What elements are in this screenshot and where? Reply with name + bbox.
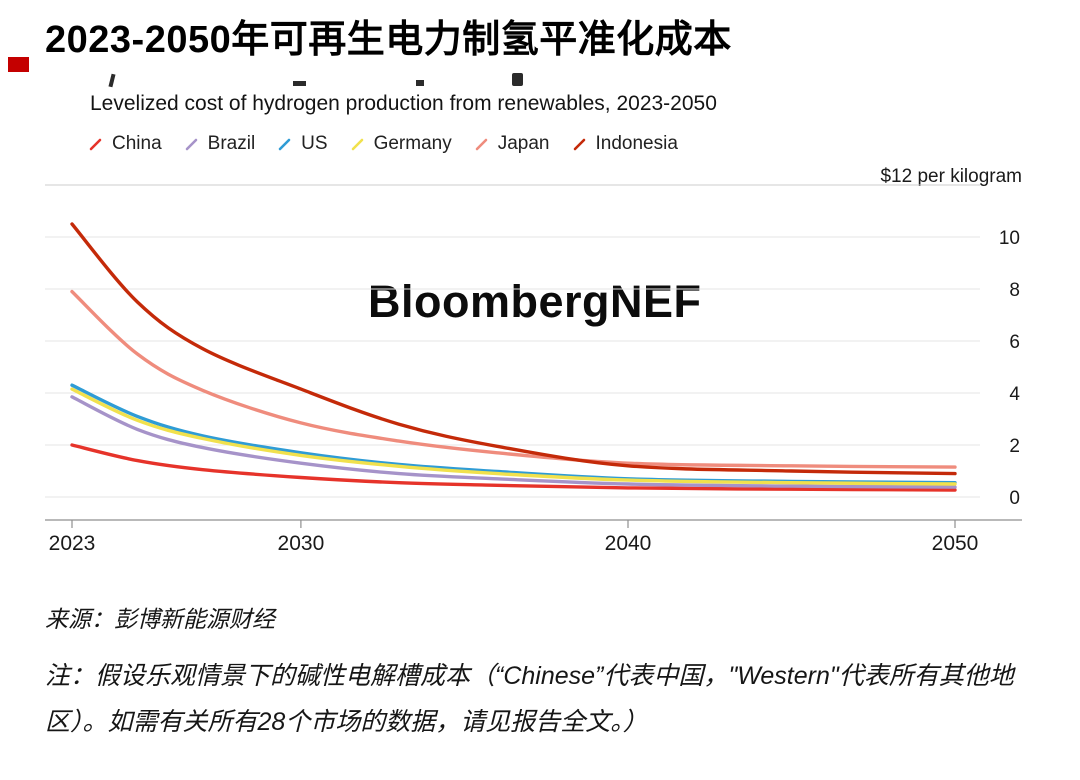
series-line-indonesia xyxy=(70,222,957,476)
legend-line-marker xyxy=(185,138,197,150)
crop-artifact xyxy=(293,81,306,86)
legend-line-marker xyxy=(573,138,585,150)
legend-line-marker xyxy=(89,138,102,150)
chart-legend: China Brazil US Germany Japan Indonesia xyxy=(88,133,678,155)
page-title: 2023-2050年可再生电力制氢平准化成本 xyxy=(45,19,732,61)
series-line-japan xyxy=(70,289,957,469)
series-line-china xyxy=(70,443,957,492)
crop-artifact xyxy=(416,80,424,86)
note-text: 注：假设乐观情景下的碱性电解槽成本（“Chinese”代表中国，"Western… xyxy=(45,662,1014,736)
source-text: 来源：彭博新能源财经 xyxy=(45,606,275,632)
series-line-us xyxy=(70,383,957,485)
legend-item-germany: Germany xyxy=(350,133,452,155)
x-tick-label: 2030 xyxy=(278,532,325,555)
legend-item-china: China xyxy=(88,133,162,155)
x-tick-label: 2040 xyxy=(605,532,652,555)
series-line-germany xyxy=(70,387,957,486)
y-tick-label: 4 xyxy=(1009,384,1020,405)
y-tick-label: 2 xyxy=(1009,436,1020,457)
legend-item-us: US xyxy=(277,133,328,155)
y-axis-unit-label: $12 per kilogram xyxy=(880,166,1022,187)
legend-label: Japan xyxy=(497,133,550,154)
legend-label: US xyxy=(301,133,328,154)
bloombergnef-watermark: BloombergNEF xyxy=(368,276,702,327)
x-tick-label: 2050 xyxy=(932,532,979,555)
red-marker xyxy=(8,57,29,72)
y-tick-label: 10 xyxy=(999,228,1020,249)
y-tick-label: 6 xyxy=(1009,332,1020,353)
chart-subtitle: Levelized cost of hydrogen production fr… xyxy=(90,92,717,115)
legend-item-indonesia: Indonesia xyxy=(572,133,678,155)
crop-artifact xyxy=(108,73,116,88)
legend-line-marker xyxy=(351,138,363,150)
y-tick-label: 8 xyxy=(1009,280,1020,301)
legend-item-japan: Japan xyxy=(474,133,550,155)
legend-label: Germany xyxy=(373,133,452,154)
legend-label: Brazil xyxy=(207,133,256,154)
legend-item-brazil: Brazil xyxy=(184,133,256,155)
y-tick-label: 0 xyxy=(1009,488,1020,509)
legend-line-marker xyxy=(475,138,488,150)
line-chart: 0 2 4 6 8 10 2023 2030 2040 2050 xyxy=(45,184,1022,555)
legend-line-marker xyxy=(278,138,291,150)
legend-label: Indonesia xyxy=(595,133,678,154)
series-line-brazil xyxy=(70,395,957,489)
crop-artifact xyxy=(512,73,523,86)
legend-label: China xyxy=(112,133,162,154)
x-tick-label: 2023 xyxy=(49,532,96,555)
